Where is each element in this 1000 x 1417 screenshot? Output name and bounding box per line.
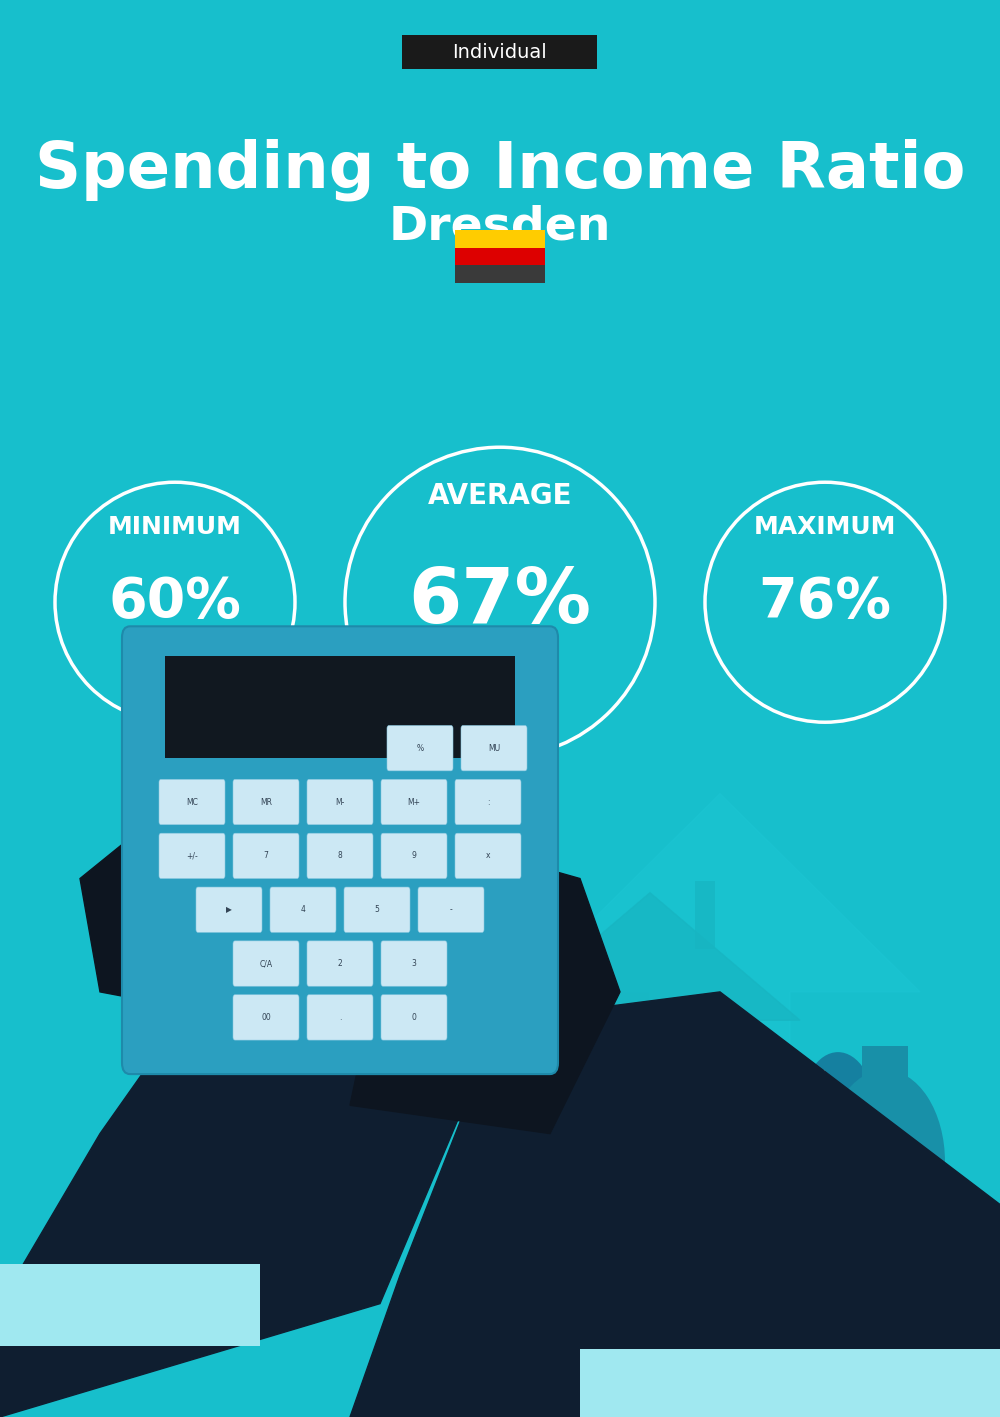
Polygon shape bbox=[350, 992, 1000, 1417]
FancyBboxPatch shape bbox=[730, 1127, 825, 1141]
Text: 0: 0 bbox=[412, 1013, 416, 1022]
Text: ▶: ▶ bbox=[226, 905, 232, 914]
Text: C/A: C/A bbox=[259, 959, 273, 968]
FancyBboxPatch shape bbox=[233, 779, 299, 825]
Text: Spending to Income Ratio: Spending to Income Ratio bbox=[35, 139, 965, 201]
Polygon shape bbox=[80, 708, 500, 1020]
Polygon shape bbox=[350, 850, 620, 1134]
Text: 60%: 60% bbox=[109, 575, 241, 629]
Text: x: x bbox=[486, 852, 490, 860]
FancyBboxPatch shape bbox=[695, 881, 715, 949]
Text: :: : bbox=[487, 798, 489, 806]
FancyBboxPatch shape bbox=[122, 626, 558, 1074]
Text: 3: 3 bbox=[412, 959, 416, 968]
Text: 00: 00 bbox=[261, 1013, 271, 1022]
FancyBboxPatch shape bbox=[0, 1264, 260, 1346]
Text: Dresden: Dresden bbox=[389, 204, 611, 249]
FancyBboxPatch shape bbox=[455, 230, 545, 248]
Text: M+: M+ bbox=[408, 798, 421, 806]
Text: MINIMUM: MINIMUM bbox=[108, 516, 242, 538]
Text: 2: 2 bbox=[338, 959, 342, 968]
FancyBboxPatch shape bbox=[159, 833, 225, 879]
FancyBboxPatch shape bbox=[270, 887, 336, 932]
Text: $: $ bbox=[874, 1155, 896, 1183]
FancyBboxPatch shape bbox=[381, 941, 447, 986]
FancyBboxPatch shape bbox=[730, 1112, 825, 1127]
FancyBboxPatch shape bbox=[165, 656, 515, 758]
FancyBboxPatch shape bbox=[196, 887, 262, 932]
FancyBboxPatch shape bbox=[607, 1117, 659, 1233]
FancyBboxPatch shape bbox=[307, 833, 373, 879]
Ellipse shape bbox=[800, 1051, 876, 1173]
Text: %: % bbox=[416, 744, 424, 752]
FancyBboxPatch shape bbox=[307, 995, 373, 1040]
FancyBboxPatch shape bbox=[862, 1046, 908, 1077]
FancyBboxPatch shape bbox=[307, 779, 373, 825]
FancyBboxPatch shape bbox=[233, 833, 299, 879]
Text: MU: MU bbox=[488, 744, 500, 752]
FancyBboxPatch shape bbox=[730, 1084, 825, 1098]
Text: -: - bbox=[450, 905, 452, 914]
FancyBboxPatch shape bbox=[455, 248, 545, 265]
Text: +/-: +/- bbox=[186, 852, 198, 860]
FancyBboxPatch shape bbox=[402, 35, 597, 69]
FancyBboxPatch shape bbox=[233, 941, 299, 986]
FancyBboxPatch shape bbox=[233, 995, 299, 1040]
Polygon shape bbox=[140, 850, 420, 1162]
FancyBboxPatch shape bbox=[455, 265, 545, 283]
Text: 67%: 67% bbox=[409, 565, 592, 639]
Text: AVERAGE: AVERAGE bbox=[428, 482, 572, 510]
FancyBboxPatch shape bbox=[455, 779, 521, 825]
FancyBboxPatch shape bbox=[730, 1098, 825, 1112]
Polygon shape bbox=[520, 794, 920, 1233]
Text: M-: M- bbox=[335, 798, 345, 806]
FancyBboxPatch shape bbox=[461, 726, 527, 771]
FancyBboxPatch shape bbox=[381, 779, 447, 825]
Text: 7: 7 bbox=[264, 852, 268, 860]
FancyBboxPatch shape bbox=[730, 1070, 825, 1084]
Text: MC: MC bbox=[186, 798, 198, 806]
Text: 5: 5 bbox=[375, 905, 379, 914]
Text: Individual: Individual bbox=[453, 43, 547, 62]
FancyBboxPatch shape bbox=[307, 941, 373, 986]
Text: MR: MR bbox=[260, 798, 272, 806]
FancyBboxPatch shape bbox=[580, 1349, 1000, 1417]
FancyBboxPatch shape bbox=[418, 887, 484, 932]
Ellipse shape bbox=[825, 1070, 945, 1254]
Text: 76%: 76% bbox=[759, 575, 892, 629]
Polygon shape bbox=[0, 822, 500, 1417]
Polygon shape bbox=[500, 893, 800, 1020]
Text: MAXIMUM: MAXIMUM bbox=[754, 516, 896, 538]
Text: .: . bbox=[339, 1013, 341, 1022]
Text: 8: 8 bbox=[338, 852, 342, 860]
Text: 4: 4 bbox=[301, 905, 305, 914]
FancyBboxPatch shape bbox=[387, 726, 453, 771]
FancyBboxPatch shape bbox=[381, 833, 447, 879]
FancyBboxPatch shape bbox=[455, 833, 521, 879]
Text: 9: 9 bbox=[412, 852, 416, 860]
FancyBboxPatch shape bbox=[381, 995, 447, 1040]
FancyBboxPatch shape bbox=[344, 887, 410, 932]
FancyBboxPatch shape bbox=[535, 1013, 730, 1233]
FancyBboxPatch shape bbox=[159, 779, 225, 825]
